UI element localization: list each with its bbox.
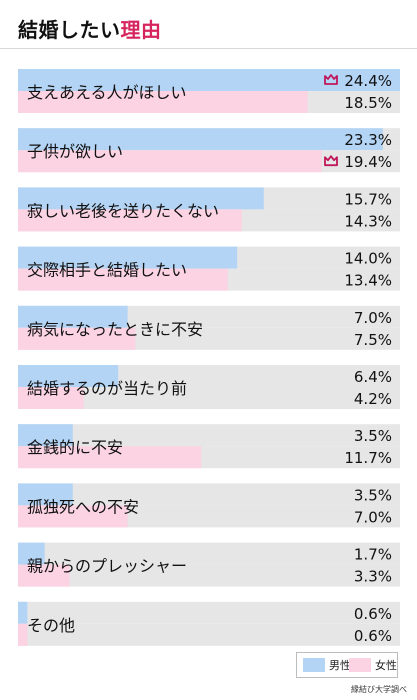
legend: 男性 女性 [296, 652, 398, 678]
category-label: 病気になったときに不安 [27, 320, 203, 339]
legend-swatch-male [303, 658, 325, 672]
data-label: 4.2% [354, 390, 392, 408]
data-label: 1.7% [354, 546, 392, 564]
crown-icon [324, 74, 338, 85]
data-label: 0.6% [354, 605, 392, 623]
category-label: 結婚するのが当たり前 [27, 379, 187, 398]
bar-female [18, 505, 128, 528]
crown-icon [324, 155, 338, 167]
bar-female [18, 387, 84, 409]
bar-female [18, 209, 242, 232]
bar-female [18, 268, 228, 291]
chart-title: 結婚したい理由 [18, 14, 162, 43]
category-label: その他 [27, 616, 75, 635]
data-label: 18.5% [344, 94, 392, 112]
data-label: 14.0% [344, 250, 392, 268]
bar-track [18, 564, 400, 587]
data-label: 7.0% [354, 309, 392, 327]
bar-female [18, 91, 308, 113]
bar-male [18, 542, 45, 565]
source-note: 縁結び大学調べ [351, 685, 407, 694]
category-label: 寂しい老後を送りたくない [27, 201, 219, 220]
category-label: 支えあえる人がほしい [27, 83, 187, 102]
bar-track [18, 623, 400, 646]
category-label: 金銭的に不安 [27, 438, 123, 457]
data-label: 3.5% [354, 427, 392, 445]
data-label: 15.7% [344, 190, 392, 208]
bar-track [18, 542, 400, 565]
legend-swatch-female [349, 658, 371, 672]
data-label: 24.4% [344, 72, 392, 90]
data-label: 14.3% [344, 212, 392, 230]
bar-male [18, 69, 400, 91]
data-label: 7.5% [354, 331, 392, 349]
data-label: 13.4% [344, 272, 392, 290]
data-label: 19.4% [344, 153, 392, 171]
bar-female [18, 327, 136, 350]
bar-male [18, 187, 264, 210]
data-label: 0.6% [354, 627, 392, 645]
bar-track [18, 424, 400, 447]
data-label: 7.0% [354, 508, 392, 526]
data-label: 3.5% [354, 486, 392, 504]
bar-male [18, 424, 73, 447]
bar-female [18, 150, 322, 173]
bar-track [18, 601, 400, 624]
category-label: 親からのプレッシャー [27, 557, 187, 576]
data-label: 3.3% [354, 568, 392, 586]
bar-male [18, 483, 73, 506]
bar-female [18, 446, 202, 469]
category-label: 子供が欲しい [27, 142, 123, 161]
bar-male [18, 128, 383, 151]
bar-female [18, 564, 70, 587]
category-label: 交際相手と結婚したい [27, 261, 187, 280]
category-label: 孤独死への不安 [27, 497, 139, 516]
bar-track [18, 483, 400, 506]
bar-male [18, 365, 119, 387]
bar-track [18, 387, 400, 409]
title-divider [0, 48, 417, 49]
data-label: 6.4% [354, 368, 392, 386]
bar-female [18, 623, 28, 646]
data-label: 23.3% [344, 131, 392, 149]
title-accent: 理由 [120, 18, 162, 42]
legend-label-female: 女性 [375, 659, 397, 672]
data-label: 11.7% [344, 449, 392, 467]
bar-male [18, 246, 238, 269]
legend-label-male: 男性 [329, 659, 351, 672]
title-main: 結婚したい [18, 18, 121, 42]
bar-male [18, 305, 128, 328]
bar-male [18, 601, 28, 624]
